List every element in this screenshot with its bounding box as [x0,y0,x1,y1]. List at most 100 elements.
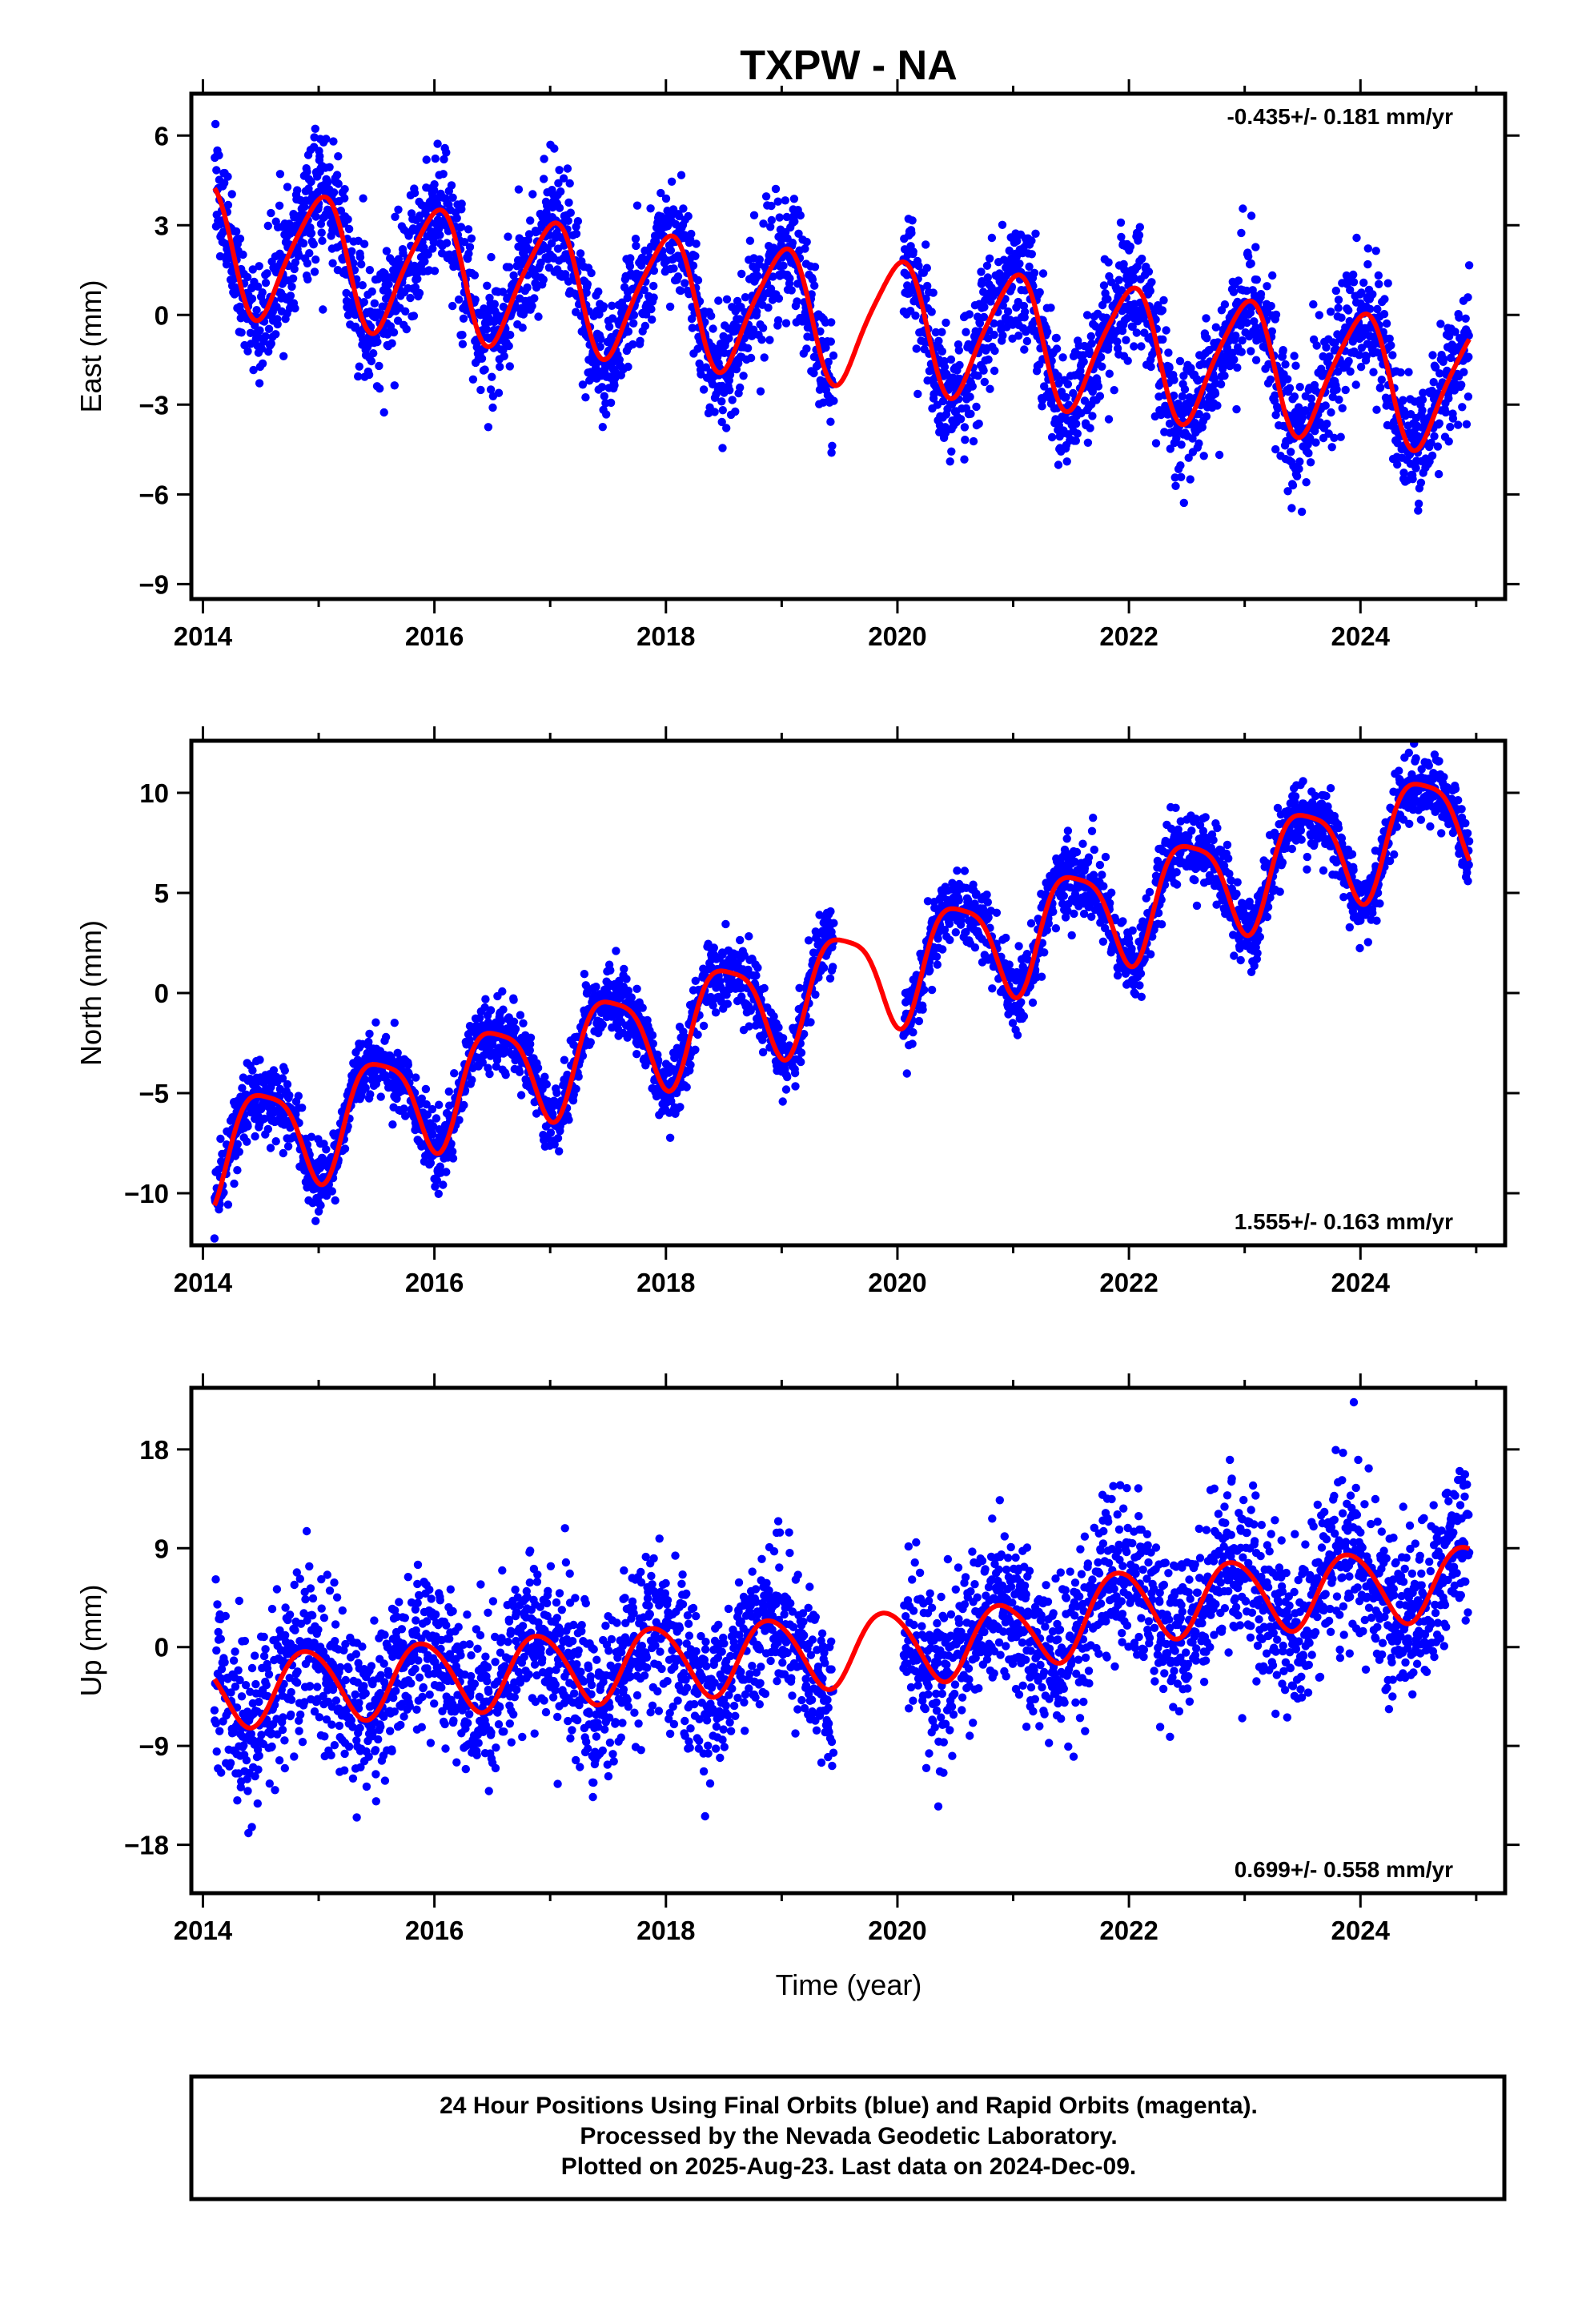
data-point [710,408,719,416]
data-point [921,240,930,249]
data-point [1291,361,1300,370]
data-point [327,1187,336,1196]
data-point [432,1114,441,1123]
data-point [1379,310,1389,319]
x-tick-label: 2016 [405,621,464,651]
data-point [458,331,467,340]
data-point [797,1057,805,1067]
data-point [311,124,319,133]
data-point [1213,401,1222,410]
data-point [307,177,315,187]
data-point [359,194,367,203]
data-point [745,932,753,941]
data-point [540,175,548,183]
data-point [1082,311,1092,320]
data-point [317,228,326,237]
data-point [540,1072,549,1081]
data-point [985,254,994,263]
data-point [382,247,391,255]
data-point [1020,308,1030,316]
data-point [627,993,636,1002]
data-point [827,448,836,457]
data-point [974,419,983,428]
data-point [764,304,773,312]
data-point [793,297,801,306]
data-point [1326,308,1335,316]
plot-frame [189,91,1508,601]
data-point [1376,383,1385,392]
data-point [261,279,271,287]
data-point [564,198,573,207]
data-point [266,1144,275,1152]
data-point [1439,355,1448,364]
data-point [647,304,656,314]
data-point [1043,328,1052,336]
data-point [709,380,717,389]
data-point [1171,481,1180,490]
data-point [1281,360,1290,369]
data-point [464,249,473,258]
data-point [599,302,608,311]
data-point [340,194,349,203]
data-point [748,332,757,340]
data-point [592,983,600,991]
data-point [1231,332,1240,340]
data-point [954,346,964,355]
data-point [1030,268,1039,277]
data-point [401,307,410,316]
data-point [938,396,948,406]
data-point [1252,275,1262,284]
data-point [1114,275,1123,284]
data-point [460,1100,468,1110]
data-point [1388,351,1397,360]
data-point [1302,478,1311,487]
data-point [303,167,311,176]
data-point [572,1084,580,1094]
data-point [258,359,267,368]
data-point [649,293,658,302]
data-point [457,199,466,208]
data-point [1122,336,1130,344]
data-point [1135,223,1145,231]
data-point [1306,434,1315,443]
data-point [628,340,637,349]
data-point [379,408,388,417]
data-point [723,999,732,1008]
data-point [573,217,583,226]
data-point [1098,362,1106,371]
data-point [1444,332,1454,341]
data-point [480,365,489,374]
data-point [934,336,943,345]
data-point [309,239,318,249]
data-point [987,233,997,243]
data-point [638,1003,647,1012]
data-point [1334,304,1343,312]
data-point [769,272,777,281]
data-point [1411,464,1420,472]
data-point [1414,506,1423,515]
data-point [468,1076,476,1084]
data-point [450,1069,459,1078]
data-point [809,368,818,378]
data-point [661,194,671,203]
data-point [946,355,956,364]
data-point [406,293,415,303]
data-point [998,331,1007,340]
data-point [956,415,966,424]
data-point [826,337,836,346]
data-point [1247,211,1256,220]
data-point [498,987,507,996]
data-point [1429,378,1438,387]
data-point [938,328,946,336]
data-point [1309,300,1318,309]
data-point [263,269,271,278]
x-tick-label: 2022 [1099,621,1158,651]
data-point [1211,323,1221,332]
data-point [212,166,221,175]
data-point [623,293,632,303]
data-point [1331,286,1341,296]
data-point [494,388,504,397]
data-point [247,294,257,304]
data-point [1237,348,1247,356]
